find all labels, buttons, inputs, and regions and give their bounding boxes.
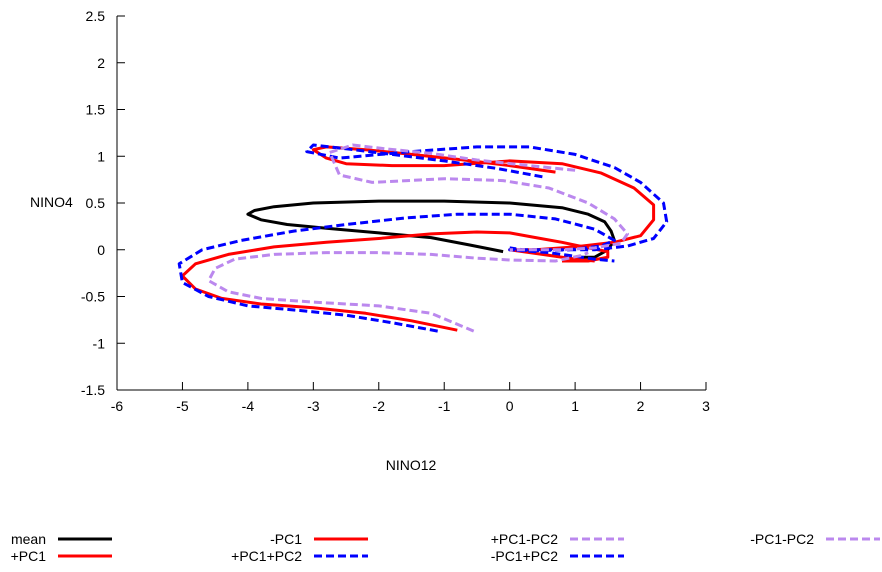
x-tick-label: -4 bbox=[242, 398, 255, 414]
legend-label: -PC1-PC2 bbox=[750, 531, 814, 547]
series-line-0 bbox=[246, 199, 616, 259]
legend-label: -PC1 bbox=[270, 531, 302, 547]
series-line-6 bbox=[328, 143, 629, 252]
plot-axes bbox=[116, 16, 706, 391]
x-tick-label: 0 bbox=[506, 398, 514, 414]
x-tick-label: -2 bbox=[373, 398, 386, 414]
legend-label: mean bbox=[11, 531, 46, 547]
x-tick-label: -5 bbox=[176, 398, 189, 414]
x-tick-label: 3 bbox=[702, 398, 710, 414]
legend-label: +PC1-PC2 bbox=[491, 531, 559, 547]
x-tick-label: -1 bbox=[438, 398, 451, 414]
y-tick-label: 1.5 bbox=[86, 102, 106, 118]
y-tick-label: 2.5 bbox=[86, 8, 106, 24]
x-tick-label: 2 bbox=[637, 398, 645, 414]
series-lines bbox=[177, 143, 669, 333]
legend-label: -PC1+PC2 bbox=[491, 548, 559, 564]
y-tick-label: -1.5 bbox=[81, 382, 105, 398]
x-tick-label: -6 bbox=[111, 398, 124, 414]
x-tick-label: -3 bbox=[307, 398, 320, 414]
y-tick-label: 2 bbox=[97, 55, 105, 71]
x-tick-label: 1 bbox=[571, 398, 579, 414]
series-line-1 bbox=[180, 230, 610, 332]
series-line-5 bbox=[207, 251, 589, 333]
x-axis-title: NINO12 bbox=[386, 457, 437, 473]
series-line-4 bbox=[305, 143, 669, 252]
y-tick-label: 0 bbox=[97, 242, 105, 258]
legend-label: +PC1 bbox=[11, 548, 47, 564]
y-axis-title: NINO4 bbox=[30, 194, 73, 210]
series-line-3 bbox=[177, 212, 616, 333]
y-ticks: -1.5 -1 -0.5 0 0.5 1 1.5 2 2.5 bbox=[81, 8, 125, 398]
y-tick-label: 1 bbox=[97, 148, 105, 164]
x-ticks: -6 -5 -4 -3 -2 -1 0 1 2 3 bbox=[111, 382, 710, 414]
y-tick-label: -1 bbox=[93, 335, 106, 351]
legend-label: +PC1+PC2 bbox=[231, 548, 302, 564]
y-tick-label: 0.5 bbox=[86, 195, 106, 211]
y-tick-label: -0.5 bbox=[81, 289, 105, 305]
legend: mean+PC1 -PC1+PC1+PC2 +PC1-PC2-PC1+PC2 -PC1… bbox=[11, 531, 880, 564]
